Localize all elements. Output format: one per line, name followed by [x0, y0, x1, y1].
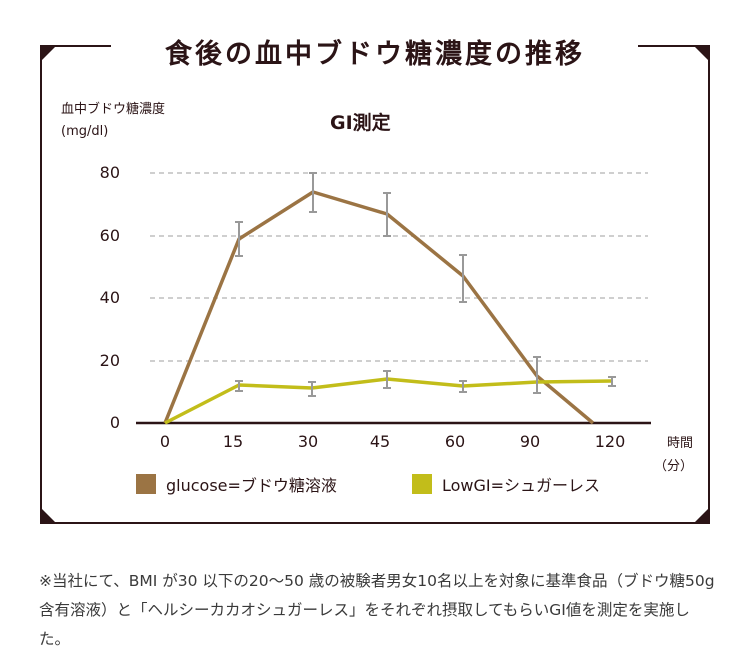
x-tick: 0	[159, 432, 171, 451]
y-tick: 80	[99, 163, 120, 182]
y-axis-unit: (mg/dl)	[61, 124, 109, 139]
x-tick: 45	[369, 432, 391, 451]
x-tick: 120	[594, 432, 626, 451]
legend-label: glucose=ブドウ糖溶液	[166, 476, 337, 495]
y-axis-label-text: 血中ブドウ糖濃度	[61, 102, 166, 117]
x-axis-label-text: 時間	[667, 436, 694, 451]
y-tick: 40	[99, 288, 120, 307]
x-tick: 90	[519, 432, 541, 451]
y-tick: 60	[99, 226, 120, 245]
y-tick: 0	[109, 413, 120, 432]
gridlines	[150, 172, 648, 362]
error-bars	[235, 172, 616, 397]
x-axis-unit: （分）	[654, 459, 694, 474]
legend-swatch-glucose	[136, 474, 156, 494]
legend-swatch-lowgi	[412, 474, 432, 494]
legend-item-lowgi: LowGI=シュガーレス	[412, 472, 600, 496]
footnote: ※当社にて、BMI が30 以下の20〜50 歳の被験者男女10名以上を対象に基…	[39, 572, 715, 648]
x-tick: 15	[222, 432, 244, 451]
y-tick: 20	[99, 351, 120, 370]
legend-item-glucose: glucose=ブドウ糖溶液	[136, 472, 337, 496]
y-axis-label: 血中ブドウ糖濃度 (mg/dl)	[61, 99, 165, 143]
x-tick: 60	[444, 432, 466, 451]
x-tick: 30	[297, 432, 319, 451]
series-lowgi-line	[164, 377, 613, 425]
x-axis-label: 時間 （分）	[654, 432, 693, 478]
legend-label: LowGI=シュガーレス	[442, 476, 601, 495]
chart-subtitle: GI測定	[330, 112, 391, 134]
chart-title: 食後の血中ブドウ糖濃度の推移	[0, 32, 750, 71]
